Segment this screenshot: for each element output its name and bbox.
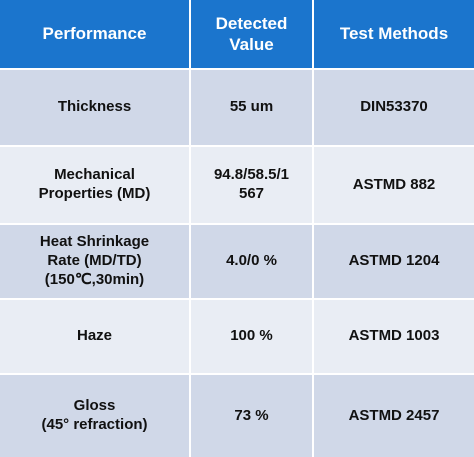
- cell-text: Properties (MD): [38, 185, 151, 202]
- cell-text: ASTMD 1204: [348, 252, 440, 270]
- header-cell: Performance: [0, 0, 189, 68]
- cell-text: Heat Shrinkage: [39, 233, 150, 251]
- cell-text: Haze: [76, 327, 113, 345]
- header-cell: Test Methods: [314, 0, 474, 68]
- table-cell: 73 %: [191, 375, 312, 457]
- cell-text: Test Methods: [339, 24, 449, 44]
- cell-text: 100 %: [230, 327, 273, 345]
- table-cell: ASTMD 2457: [314, 375, 474, 457]
- cell-text: ASTMD 2457: [348, 406, 440, 424]
- table-cell: Heat Shrinkage Rate (MD/TD) (150℃,30min): [0, 225, 189, 298]
- table-cell: 100 %: [191, 300, 312, 373]
- cell-text: Rate (MD/TD): [47, 252, 142, 270]
- cell-text: Mechanical: [54, 166, 135, 184]
- table-cell: ASTMD 1204: [314, 225, 474, 298]
- cell-text: Performance: [42, 24, 147, 44]
- cell-text: 4.0/0 %: [226, 252, 277, 270]
- table-cell: 4.0/0 %: [191, 225, 312, 298]
- cell-text: DIN53370: [360, 98, 428, 116]
- cell-text: ASTMD 882: [352, 175, 436, 193]
- table-cell: ASTMD 882: [314, 147, 474, 223]
- cell-text: (45° refraction): [41, 416, 148, 433]
- cell-text: (150℃,30min): [44, 270, 145, 288]
- cell-text: Gloss: [73, 397, 116, 415]
- header-cell: Detected Value: [191, 0, 312, 68]
- table-cell: Haze: [0, 300, 189, 373]
- table-cell: Mechanical Properties (MD): [0, 147, 189, 223]
- cell-text: 73 %: [234, 406, 269, 424]
- cell-text: 55 um: [229, 98, 274, 116]
- cell-text: 567: [238, 185, 265, 202]
- table-cell: ASTMD 1003: [314, 300, 474, 373]
- cell-text: 94.8/58.5/1: [213, 166, 290, 184]
- table-cell: DIN53370: [314, 70, 474, 145]
- cell-text: Thickness: [57, 98, 132, 116]
- table-cell: 94.8/58.5/1 567: [191, 147, 312, 223]
- cell-text: ASTMD 1003: [348, 327, 440, 345]
- cell-text: Detected: [215, 13, 288, 33]
- table-cell: Gloss (45° refraction): [0, 375, 189, 457]
- table-cell: 55 um: [191, 70, 312, 145]
- cell-text: Value: [229, 35, 274, 54]
- table-cell: Thickness: [0, 70, 189, 145]
